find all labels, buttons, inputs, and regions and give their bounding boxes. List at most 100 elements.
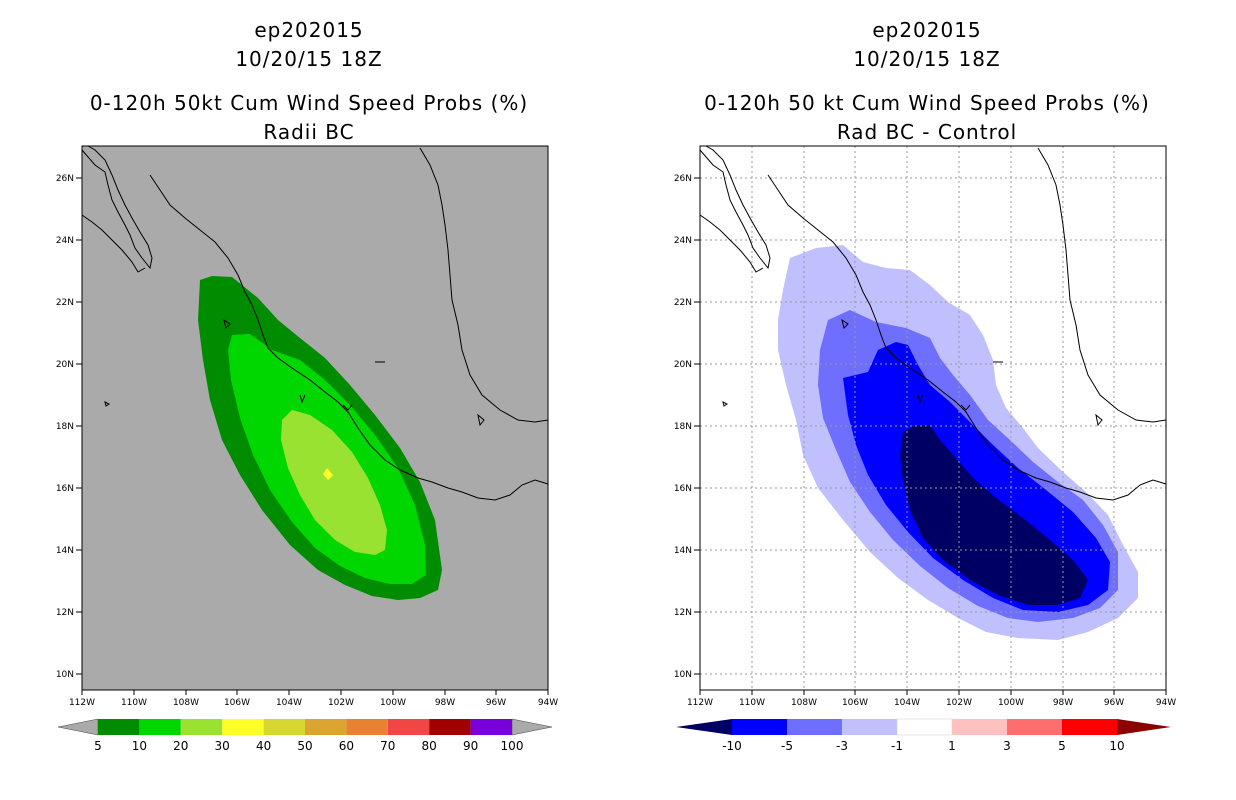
left-lat-label: 24N — [56, 236, 74, 246]
left-lon-label: 106W — [224, 698, 250, 708]
right-lon-label: 106W — [842, 698, 868, 708]
left-colorbar-swatch — [139, 719, 181, 735]
left-colorbar-label: 70 — [380, 739, 395, 753]
left-lat-label: 10N — [56, 670, 74, 680]
right-diff-contour-minus10 — [900, 425, 1088, 605]
right-lat-label: 22N — [674, 298, 692, 308]
left-title-datetime: 10/20/15 18Z — [235, 47, 383, 71]
right-lat-label: 24N — [674, 236, 692, 246]
right-lon-label: 98W — [1053, 698, 1073, 708]
right-colorbar-label: 3 — [1003, 739, 1011, 753]
right-gridlines — [700, 146, 1166, 690]
right-coastline — [699, 145, 1167, 501]
left-colorbar-high-arrow — [511, 718, 553, 736]
left-colorbar-label: 20 — [173, 739, 188, 753]
left-title-product: 0-120h 50kt Cum Wind Speed Probs (%) — [89, 91, 529, 115]
left-colorbar-swatch — [305, 719, 347, 735]
right-map-svg: 26N 24N 22N 20N 18N 16N 14N 12N 10N 112W… — [674, 145, 1176, 753]
left-colorbar-label: 5 — [94, 739, 102, 753]
right-lat-label: 20N — [674, 360, 692, 370]
right-lon-label: 100W — [998, 698, 1024, 708]
left-colorbar-swatch — [222, 719, 264, 735]
right-colorbar-swatch — [787, 719, 842, 735]
left-colorbar-label: 80 — [422, 739, 437, 753]
left-lat-axis: 26N 24N 22N 20N 18N 16N 14N 12N 10N — [56, 174, 82, 680]
right-lat-label: 18N — [674, 422, 692, 432]
right-colorbar-label: -5 — [781, 739, 793, 753]
left-colorbar-label: 100 — [501, 739, 524, 753]
left-title-storm-id: ep202015 — [254, 18, 364, 42]
right-map-frame — [699, 145, 1167, 691]
right-lat-label: 16N — [674, 484, 692, 494]
right-colorbar-high-arrow — [1117, 719, 1171, 735]
right-lat-axis: 26N 24N 22N 20N 18N 16N 14N 12N 10N — [674, 174, 700, 680]
left-colorbar: 5 10 20 30 40 50 60 70 80 90 100 — [57, 718, 553, 753]
right-colorbar: -10 -5 -3 -1 1 3 5 10 — [676, 718, 1171, 753]
right-title-storm-id: ep202015 — [872, 18, 982, 42]
right-colorbar-swatch — [952, 719, 1007, 735]
left-lat-label: 20N — [56, 360, 74, 370]
right-map-panel: ep202015 10/20/15 18Z 0-120h 50 kt Cum W… — [618, 0, 1236, 800]
left-colorbar-swatch — [98, 719, 140, 735]
left-lon-label: 96W — [486, 698, 506, 708]
left-lat-label: 12N — [56, 608, 74, 618]
left-colorbar-swatch — [180, 719, 223, 735]
right-colorbar-swatch — [896, 718, 953, 736]
right-lon-axis: 112W 110W 108W 106W 104W 102W 100W 98W 9… — [687, 690, 1176, 708]
right-lon-label: 108W — [791, 698, 817, 708]
left-lat-label: 26N — [56, 174, 74, 184]
right-lat-label: 12N — [674, 608, 692, 618]
left-colorbar-swatch — [387, 719, 430, 735]
right-colorbar-label: -1 — [891, 739, 903, 753]
right-title-subtitle: Rad BC - Control — [836, 120, 1018, 144]
left-map-svg: 26N 24N 22N 20N 18N 16N 14N 12N 10N 112W… — [56, 145, 558, 753]
left-title-subtitle: Radii BC — [263, 120, 355, 144]
left-lon-label: 98W — [435, 698, 455, 708]
left-lon-axis: 112W 110W 108W 106W 104W 102W 100W 98W 9… — [69, 690, 558, 708]
right-colorbar-low-arrow — [676, 719, 732, 735]
left-colorbar-label: 90 — [463, 739, 478, 753]
left-colorbar-low-arrow — [57, 718, 99, 736]
left-colorbar-label: 40 — [256, 739, 271, 753]
left-colorbar-label: 60 — [339, 739, 354, 753]
left-lon-label: 94W — [538, 698, 558, 708]
left-lat-label: 16N — [56, 484, 74, 494]
right-lon-label: 102W — [946, 698, 972, 708]
left-colorbar-swatch — [346, 719, 388, 735]
right-colorbar-swatch — [842, 719, 897, 735]
right-colorbar-label: 5 — [1058, 739, 1066, 753]
left-colorbar-label: 50 — [297, 739, 312, 753]
left-colorbar-label: 10 — [132, 739, 147, 753]
right-title-product: 0-120h 50 kt Cum Wind Speed Probs (%) — [704, 91, 1150, 115]
left-coastline — [81, 145, 549, 501]
right-colorbar-label: -3 — [836, 739, 848, 753]
right-lat-label: 10N — [674, 670, 692, 680]
right-colorbar-label: 1 — [948, 739, 956, 753]
left-lat-label: 18N — [56, 422, 74, 432]
right-colorbar-label: -10 — [722, 739, 742, 753]
left-lon-label: 104W — [276, 698, 302, 708]
right-lon-label: 94W — [1156, 698, 1176, 708]
left-colorbar-swatch — [429, 719, 471, 735]
right-lon-label: 96W — [1104, 698, 1124, 708]
left-colorbar-label: 30 — [215, 739, 230, 753]
right-lat-label: 26N — [674, 174, 692, 184]
right-lon-label: 110W — [739, 698, 765, 708]
left-prob-contour-30 — [323, 468, 333, 480]
right-lon-label: 104W — [894, 698, 920, 708]
right-colorbar-swatch — [1007, 719, 1062, 735]
left-colorbar-swatch — [470, 719, 512, 735]
right-title-datetime: 10/20/15 18Z — [853, 47, 1001, 71]
left-lon-label: 112W — [69, 698, 95, 708]
left-lat-label: 14N — [56, 546, 74, 556]
left-lat-label: 22N — [56, 298, 74, 308]
right-lat-label: 14N — [674, 546, 692, 556]
right-colorbar-label: 10 — [1109, 739, 1124, 753]
left-lon-label: 102W — [328, 698, 354, 708]
right-lon-label: 112W — [687, 698, 713, 708]
left-map-panel: ep202015 10/20/15 18Z 0-120h 50kt Cum Wi… — [56, 18, 558, 753]
left-map-frame — [81, 145, 549, 691]
right-colorbar-swatch — [732, 719, 787, 735]
right-colorbar-swatch — [1062, 719, 1117, 735]
left-colorbar-swatch — [263, 719, 305, 735]
